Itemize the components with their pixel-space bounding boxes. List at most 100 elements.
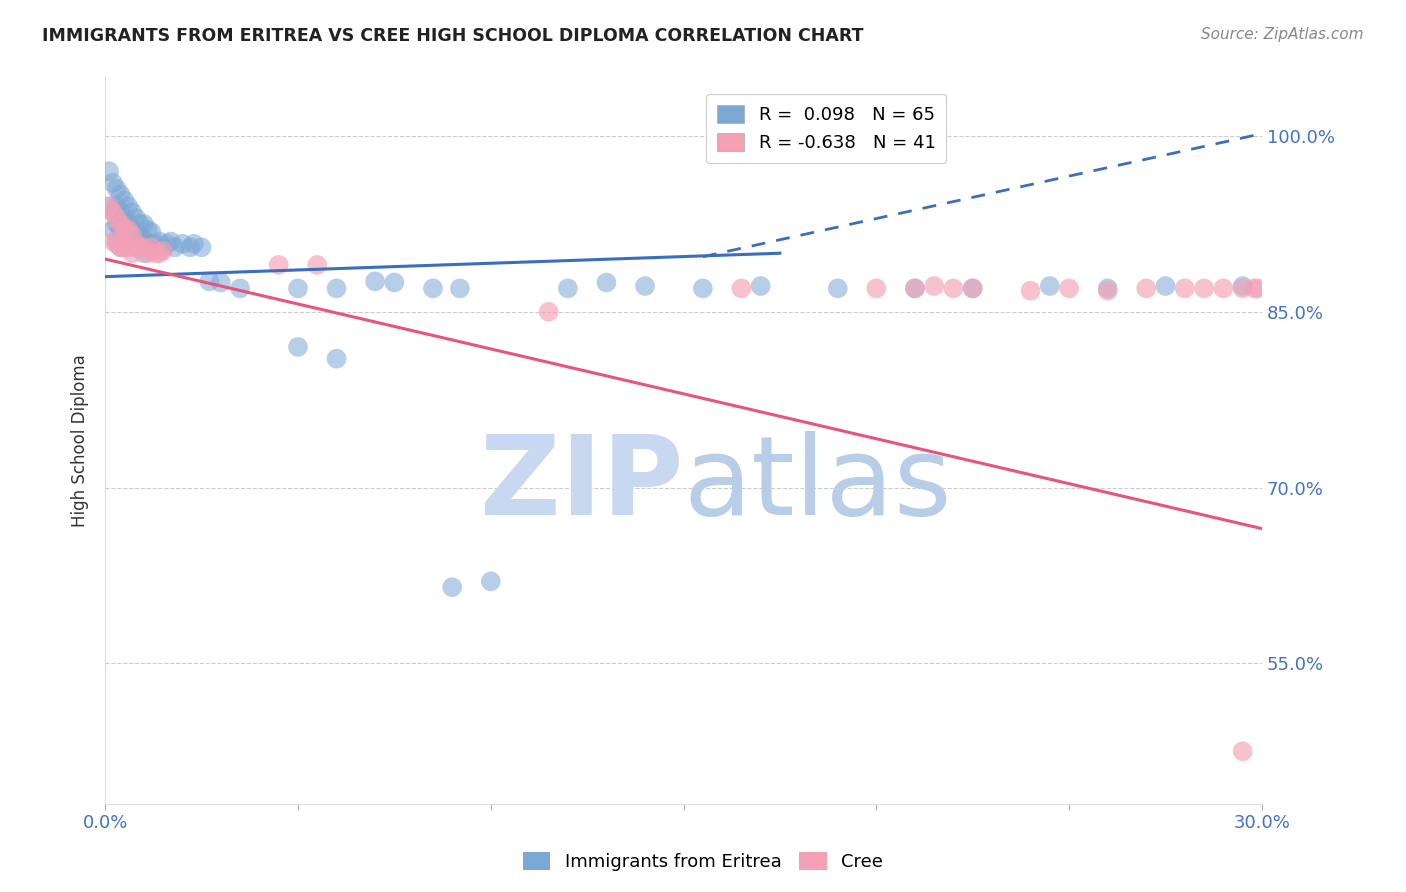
Point	[904, 281, 927, 295]
Point	[101, 205, 124, 219]
Point	[148, 246, 170, 260]
Point	[110, 240, 132, 254]
Point	[105, 236, 128, 251]
Point	[114, 223, 136, 237]
Point	[117, 235, 139, 249]
Point	[730, 281, 752, 295]
Point	[364, 274, 387, 288]
Point	[1232, 744, 1254, 758]
Point	[307, 258, 329, 272]
Point	[143, 246, 166, 260]
Point	[136, 223, 159, 237]
Point	[105, 235, 128, 249]
Point	[557, 281, 579, 295]
Point	[117, 217, 139, 231]
Point	[962, 281, 984, 295]
Point	[1232, 279, 1254, 293]
Point	[904, 281, 927, 295]
Point	[105, 182, 128, 196]
Point	[942, 281, 965, 295]
Point	[121, 228, 143, 243]
Point	[114, 211, 136, 225]
Point	[449, 281, 471, 295]
Point	[209, 276, 232, 290]
Point	[98, 164, 121, 178]
Point	[101, 223, 124, 237]
Point	[132, 246, 155, 260]
Text: ZIP: ZIP	[481, 431, 683, 538]
Point	[1097, 284, 1119, 298]
Point	[117, 199, 139, 213]
Point	[1192, 281, 1215, 295]
Point	[110, 217, 132, 231]
Point	[1154, 279, 1177, 293]
Point	[422, 281, 444, 295]
Point	[1232, 281, 1254, 295]
Point	[121, 246, 143, 260]
Point	[136, 236, 159, 251]
Point	[121, 205, 143, 219]
Point	[152, 240, 174, 254]
Point	[132, 217, 155, 231]
Point	[114, 194, 136, 208]
Point	[132, 232, 155, 246]
Point	[1097, 281, 1119, 295]
Text: Source: ZipAtlas.com: Source: ZipAtlas.com	[1201, 27, 1364, 42]
Point	[101, 235, 124, 249]
Point	[172, 236, 194, 251]
Point	[190, 240, 212, 254]
Point	[121, 223, 143, 237]
Point	[114, 228, 136, 243]
Point	[105, 217, 128, 231]
Point	[384, 276, 406, 290]
Point	[1174, 281, 1197, 295]
Point	[132, 240, 155, 254]
Point	[117, 223, 139, 237]
Point	[101, 176, 124, 190]
Point	[98, 199, 121, 213]
Y-axis label: High School Diploma: High School Diploma	[72, 354, 89, 527]
Point	[156, 236, 179, 251]
Point	[1135, 281, 1157, 295]
Point	[152, 244, 174, 258]
Point	[105, 211, 128, 225]
Point	[229, 281, 252, 295]
Point	[136, 246, 159, 260]
Point	[1247, 281, 1270, 295]
Point	[98, 199, 121, 213]
Point	[325, 281, 347, 295]
Point	[141, 240, 163, 254]
Point	[1019, 284, 1042, 298]
Point	[143, 236, 166, 251]
Point	[692, 281, 714, 295]
Point	[537, 305, 560, 319]
Point	[827, 281, 849, 295]
Point	[129, 240, 152, 254]
Point	[105, 199, 128, 213]
Point	[125, 236, 148, 251]
Point	[114, 240, 136, 254]
Point	[163, 240, 186, 254]
Point	[865, 281, 887, 295]
Point	[1243, 281, 1265, 295]
Point	[125, 211, 148, 225]
Point	[922, 279, 945, 293]
Point	[1057, 281, 1080, 295]
Point	[1212, 281, 1234, 295]
Point	[148, 235, 170, 249]
Point	[129, 217, 152, 231]
Point	[287, 340, 309, 354]
Point	[179, 240, 201, 254]
Point	[325, 351, 347, 366]
Point	[287, 281, 309, 295]
Point	[110, 205, 132, 219]
Point	[1039, 279, 1062, 293]
Point	[267, 258, 290, 272]
Point	[441, 580, 464, 594]
Point	[479, 574, 502, 589]
Point	[198, 274, 221, 288]
Point	[101, 205, 124, 219]
Point	[141, 240, 163, 254]
Point	[595, 276, 617, 290]
Point	[634, 279, 657, 293]
